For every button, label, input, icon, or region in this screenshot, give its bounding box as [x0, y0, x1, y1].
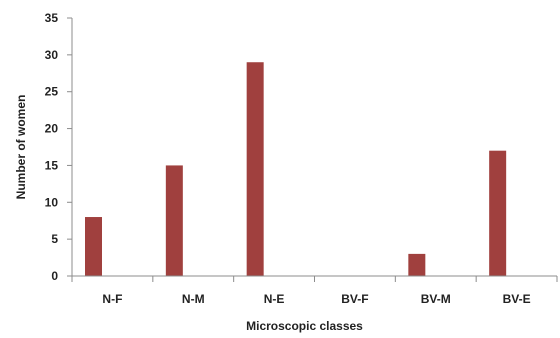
y-tick-label: 0 — [51, 269, 58, 283]
x-axis-title: Microscopic classes — [246, 319, 363, 333]
x-category-label: BV-E — [503, 292, 531, 306]
y-tick-label: 30 — [45, 48, 59, 62]
x-category-label: N-F — [102, 292, 122, 306]
x-category-label: N-E — [264, 292, 285, 306]
bar — [165, 165, 183, 276]
y-axis-title: Number of women — [14, 95, 28, 200]
x-category-label: BV-M — [421, 292, 451, 306]
bar — [408, 253, 426, 276]
y-axis-ticks: 0 5 10 15 20 25 30 35 — [45, 11, 72, 283]
y-tick-label: 25 — [45, 85, 59, 99]
y-tick-label: 35 — [45, 11, 59, 25]
bar — [85, 217, 102, 276]
y-tick-label: 15 — [45, 158, 59, 172]
bar — [246, 62, 264, 276]
bar — [489, 150, 507, 276]
x-category-label: BV-F — [341, 292, 368, 306]
y-tick-label: 20 — [45, 122, 59, 136]
bar-series — [85, 62, 507, 276]
x-category-label: N-M — [182, 292, 205, 306]
x-axis-categories: N-F N-M N-E BV-F BV-M BV-E — [71, 276, 558, 306]
y-tick-label: 5 — [51, 232, 58, 246]
y-tick-label: 10 — [45, 195, 59, 209]
